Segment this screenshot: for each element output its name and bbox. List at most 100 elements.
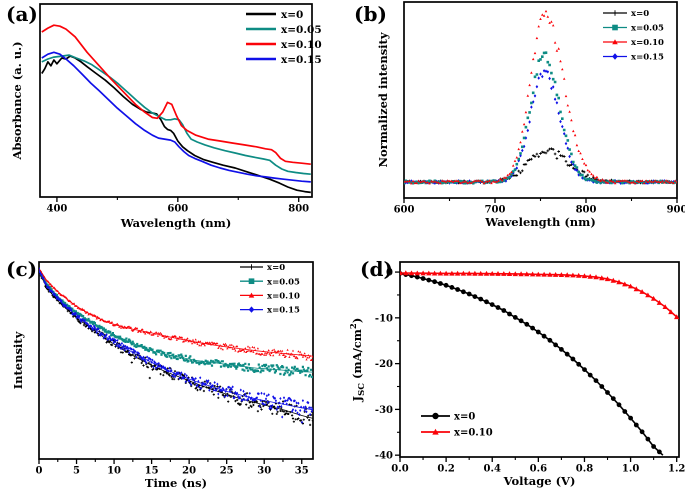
legend-marker — [248, 306, 255, 313]
legend-marker — [612, 10, 618, 16]
legend-b: x=0 x=0.05 x=0.10 x=0.15 — [603, 9, 664, 63]
y-tick-label: 0 — [386, 268, 393, 279]
x-tick-label: 5 — [73, 466, 80, 477]
x-axis-label: Time (ns) — [145, 476, 207, 490]
legend-label: x=0.15 — [267, 306, 300, 316]
legend-label: x=0.10 — [454, 428, 493, 439]
x-tick-label: 1.2 — [668, 464, 685, 475]
series-x=0.05 — [404, 51, 677, 185]
panel-d-label: (d) — [360, 257, 393, 281]
y-axis-label: JSC (mA/cm2) — [349, 318, 367, 403]
series-x=0.05 — [41, 54, 311, 176]
legend-label: x=0.10 — [281, 39, 322, 51]
y-tick-label: -10 — [375, 313, 393, 324]
series-x=0.15 — [404, 69, 677, 185]
axes-a: 400 600 800 Wavelength (nm) Absorbance (a. u… — [10, 3, 313, 230]
x-tick-label: 900 — [667, 205, 685, 216]
scatter-markers — [39, 267, 313, 361]
series-markers — [400, 270, 679, 320]
series-x=0.15 — [39, 267, 313, 424]
plot-area-a — [41, 24, 311, 194]
panel-d: (d) 0.0 0.2 0.4 0.6 0.8 1.0 1.2 0 -10 -20 -30 -40 Vo… — [342, 247, 685, 495]
series-line — [400, 272, 664, 456]
x-tick-label: 0.4 — [484, 464, 501, 475]
x-tick-label: 35 — [295, 466, 309, 477]
plot-area-b — [404, 9, 677, 185]
scatter-markers — [404, 9, 677, 185]
series-x=0.15 — [41, 51, 311, 183]
chart-d-jv-curves: 0.0 0.2 0.4 0.6 0.8 1.0 1.2 0 -10 -20 -30 -40 Voltag… — [349, 261, 685, 488]
series-x=0 — [41, 55, 311, 194]
series-markers — [400, 270, 662, 455]
panel-a: (a) 400 600 800 Wavelength (nm) Absorbance (… — [0, 0, 342, 247]
scatter-markers — [39, 269, 313, 379]
legend-label: x=0.15 — [631, 53, 664, 63]
x-tick-label: 0.8 — [576, 464, 593, 475]
x-tick-label: 25 — [220, 466, 234, 477]
scatter-markers — [404, 51, 677, 185]
y-tick-label: -40 — [375, 451, 393, 462]
panel-c: (c) 0 5 10 15 20 25 30 35 Time (ns) Intensity x=0 x… — [0, 247, 342, 495]
axes-c: 0 5 10 15 20 25 30 35 Time (ns) Intensity — [11, 261, 314, 490]
y-tick-label: -30 — [375, 405, 393, 416]
plot-area-c — [39, 267, 313, 426]
panel-c-label: (c) — [6, 257, 38, 281]
legend-label: x=0 — [267, 263, 285, 273]
plot-area-d — [400, 270, 679, 456]
legend-label: x=0.15 — [281, 54, 322, 66]
legend-marker — [248, 278, 255, 285]
series-x=0.10 — [404, 9, 677, 185]
series-x=0.10 — [400, 270, 679, 320]
y-axis-label: Intensity — [11, 331, 25, 389]
x-tick-label: 800 — [576, 205, 597, 216]
x-tick-label: 600 — [167, 204, 188, 215]
y-axis-label: Absorbance (a. u.) — [10, 41, 24, 160]
scatter-markers — [404, 147, 677, 185]
legend-marker — [248, 292, 255, 298]
series-line — [41, 24, 311, 166]
chart-b-pl-spectra: 600 700 800 900 Wavelength (nm) Normalized in… — [376, 1, 685, 229]
x-tick-label: 15 — [145, 466, 159, 477]
x-axis-label: Wavelength (nm) — [484, 215, 596, 229]
legend-label: x=0.05 — [281, 24, 322, 36]
series-x=0.10 — [39, 267, 313, 361]
legend-label: x=0 — [281, 9, 303, 21]
x-tick-label: 700 — [485, 205, 506, 216]
legend-label: x=0 — [454, 412, 475, 423]
axes-d: 0.0 0.2 0.4 0.6 0.8 1.0 1.2 0 -10 -20 -30 -40 Voltag… — [349, 261, 685, 488]
series-line — [41, 51, 311, 183]
series-line — [41, 54, 311, 176]
scatter-markers — [404, 69, 677, 185]
x-tick-label: 1.0 — [622, 464, 639, 475]
x-tick-label: 0 — [36, 466, 43, 477]
legend-a: x=0 x=0.05 x=0.10 x=0.15 — [246, 9, 322, 66]
axes-b: 600 700 800 900 Wavelength (nm) Normalized in… — [376, 1, 685, 229]
chart-a-uvvis-absorbance: 400 600 800 Wavelength (nm) Absorbance (a. u… — [10, 3, 322, 230]
x-tick-label: 800 — [288, 204, 309, 215]
x-tick-label: 20 — [182, 466, 196, 477]
chart-c-trpl-decay: 0 5 10 15 20 25 30 35 Time (ns) Intensity x=0 x=0.0… — [11, 261, 314, 490]
legend-label: x=0.10 — [631, 38, 664, 48]
series-line — [41, 55, 311, 194]
panel-b-label: (b) — [354, 2, 387, 26]
x-tick-label: 400 — [46, 204, 67, 215]
x-axis-label: Wavelength (nm) — [120, 216, 232, 230]
legend-label: x=0.05 — [631, 24, 664, 34]
series-x=0 — [400, 270, 664, 456]
panel-b: (b) 600 700 800 900 Wavelength (nm) Normalize… — [342, 0, 685, 247]
series-line — [400, 272, 678, 318]
y-axis-label: Normalized intensity — [376, 32, 390, 167]
panel-a-label: (a) — [6, 2, 38, 26]
legend-c: x=0 x=0.05 x=0.10 x=0.15 — [240, 263, 300, 316]
legend-marker — [248, 264, 255, 270]
legend-label: x=0.05 — [267, 277, 300, 287]
legend-label: x=0 — [631, 9, 649, 19]
legend-label: x=0.10 — [267, 291, 300, 301]
x-tick-label: 0.2 — [437, 464, 454, 475]
x-tick-label: 600 — [394, 205, 415, 216]
series-x=0 — [404, 147, 677, 185]
legend-marker — [432, 428, 439, 435]
legend-marker — [432, 412, 439, 420]
legend-marker — [612, 24, 618, 31]
